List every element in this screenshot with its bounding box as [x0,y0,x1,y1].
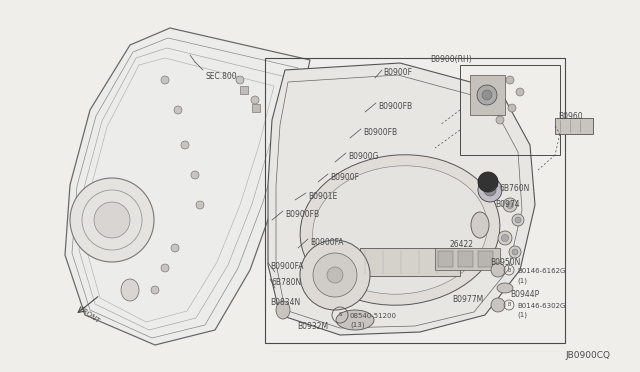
Circle shape [161,264,169,272]
Text: B0900FB: B0900FB [285,210,319,219]
Circle shape [70,178,154,262]
Text: B0960: B0960 [558,112,582,121]
Text: SEC.800: SEC.800 [205,72,237,81]
Circle shape [477,85,497,105]
Ellipse shape [121,279,139,301]
Bar [478,251,493,267]
Circle shape [512,249,518,255]
Circle shape [491,263,505,277]
Circle shape [503,198,517,212]
Bar [265,58,565,343]
Text: 08540-51200: 08540-51200 [350,313,397,319]
Circle shape [94,202,130,238]
Circle shape [512,214,524,226]
Text: B0900FA: B0900FA [310,238,344,247]
Text: B0834N: B0834N [270,298,300,307]
Circle shape [498,231,512,245]
Circle shape [191,171,199,179]
Ellipse shape [313,166,487,294]
Polygon shape [65,28,310,345]
Circle shape [313,253,357,297]
Text: B0900F: B0900F [383,68,412,77]
Circle shape [181,141,189,149]
Text: 6B760N: 6B760N [500,184,531,193]
Circle shape [506,202,513,208]
Text: B0932M: B0932M [297,322,328,331]
Circle shape [506,76,514,84]
Text: (13): (13) [350,322,365,328]
Text: B0900FB: B0900FB [363,128,397,137]
Text: B0900FB: B0900FB [378,102,412,111]
Circle shape [251,96,259,104]
Text: 26422: 26422 [450,240,474,249]
Circle shape [174,106,182,114]
Text: FRONT: FRONT [78,305,101,324]
Ellipse shape [336,310,374,330]
Bar [240,86,248,94]
Circle shape [502,234,509,241]
Text: S: S [339,312,342,317]
Ellipse shape [497,283,513,293]
Circle shape [484,184,496,196]
Text: B0900(RH): B0900(RH) [430,55,472,64]
Text: (1): (1) [517,312,527,318]
Circle shape [508,104,516,112]
Text: B: B [508,267,511,273]
Circle shape [236,76,244,84]
Circle shape [509,246,521,258]
Circle shape [478,178,502,202]
Bar [435,248,500,270]
Ellipse shape [471,212,489,238]
Circle shape [196,201,204,209]
Ellipse shape [300,155,500,305]
Text: B0950N: B0950N [490,258,520,267]
Circle shape [327,267,343,283]
Text: B0146-6162G: B0146-6162G [517,268,565,274]
Circle shape [151,286,159,294]
Bar [252,104,260,112]
Circle shape [496,116,504,124]
Bar [460,65,560,155]
Circle shape [491,298,505,312]
Text: B0901E: B0901E [308,192,337,201]
Polygon shape [268,63,535,335]
Circle shape [478,172,498,192]
Text: B0974: B0974 [495,200,520,209]
Circle shape [515,217,521,223]
Bar [555,118,593,134]
Circle shape [516,88,524,96]
Text: B0900F: B0900F [330,173,359,182]
Text: B0900G: B0900G [348,152,378,161]
Text: 6B780N: 6B780N [272,278,302,287]
Text: B: B [508,302,511,308]
Text: (1): (1) [517,277,527,283]
Bar [458,251,473,267]
Text: B0977M: B0977M [452,295,483,304]
Circle shape [161,76,169,84]
Circle shape [482,90,492,100]
Bar [438,251,453,267]
Text: JB0900CQ: JB0900CQ [565,351,610,360]
Circle shape [300,240,370,310]
Text: B0146-6302G: B0146-6302G [517,303,565,309]
Ellipse shape [276,301,290,319]
Text: B0944P: B0944P [510,290,540,299]
Bar [360,248,460,276]
Bar [470,75,505,115]
Text: B0900FA: B0900FA [270,262,303,271]
Circle shape [171,244,179,252]
